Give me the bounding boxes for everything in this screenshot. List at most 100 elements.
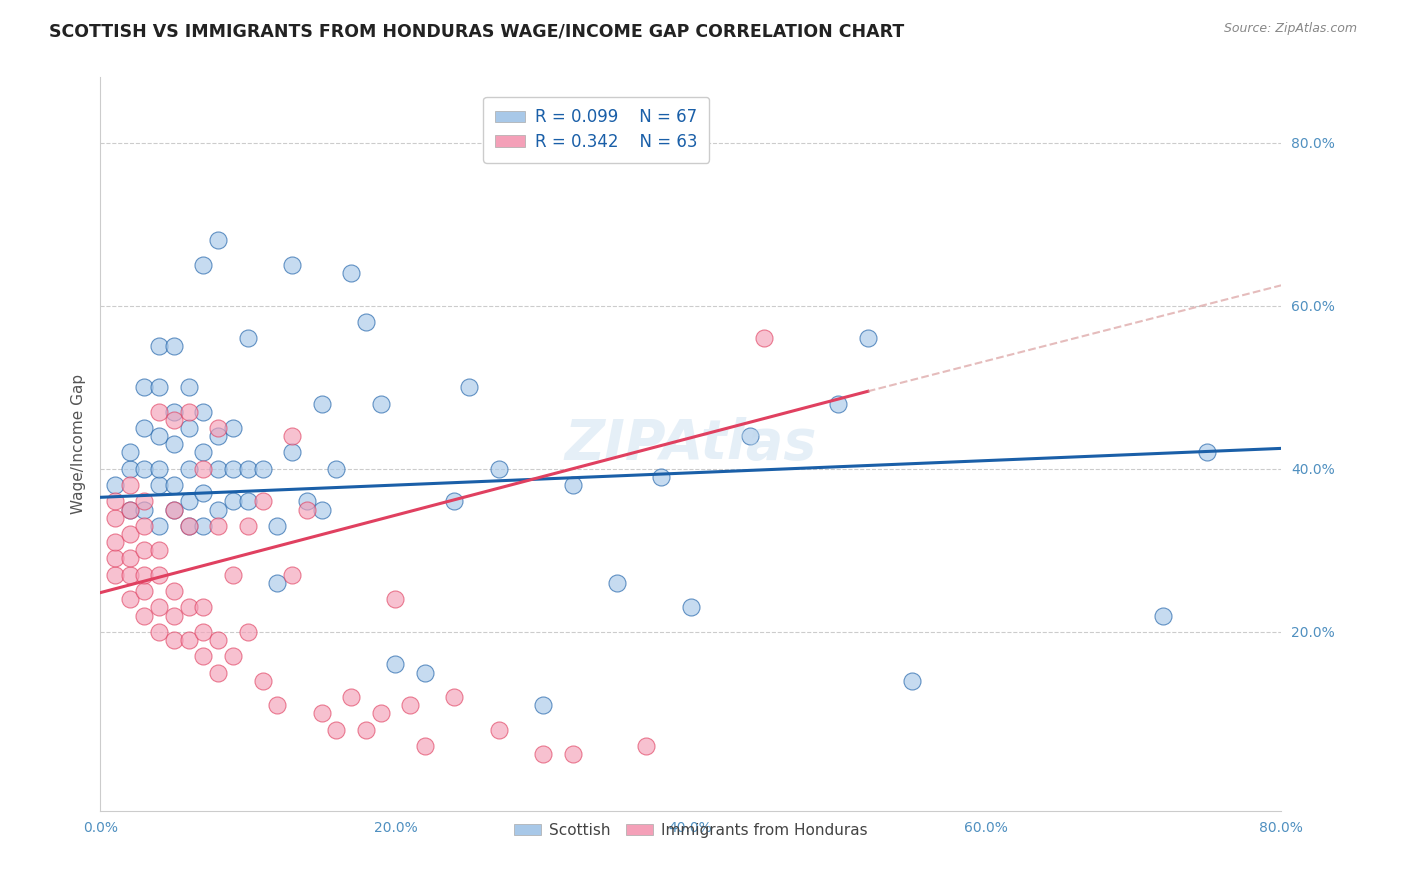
Point	[193, 600, 215, 615]
Point	[177, 632, 200, 647]
Point	[266, 575, 288, 590]
Point	[222, 421, 245, 435]
Point	[134, 519, 156, 533]
Point	[207, 234, 229, 248]
Point	[413, 739, 436, 753]
Point	[148, 624, 170, 639]
Point	[134, 608, 156, 623]
Point	[104, 478, 127, 492]
Point	[163, 339, 186, 353]
Point	[252, 462, 274, 476]
Point	[236, 624, 259, 639]
Point	[222, 567, 245, 582]
Point	[325, 462, 347, 476]
Point	[148, 429, 170, 443]
Point	[222, 649, 245, 664]
Point	[650, 470, 672, 484]
Text: ZIPAtlas: ZIPAtlas	[564, 417, 817, 471]
Point	[177, 519, 200, 533]
Point	[399, 698, 422, 713]
Point	[754, 331, 776, 345]
Point	[163, 584, 186, 599]
Point	[738, 429, 761, 443]
Point	[311, 706, 333, 721]
Point	[104, 535, 127, 549]
Point	[118, 551, 141, 566]
Point	[134, 494, 156, 508]
Point	[340, 266, 363, 280]
Point	[340, 690, 363, 704]
Point	[325, 723, 347, 737]
Point	[134, 462, 156, 476]
Point	[163, 413, 186, 427]
Point	[177, 380, 200, 394]
Point	[134, 567, 156, 582]
Point	[148, 543, 170, 558]
Point	[236, 519, 259, 533]
Point	[193, 405, 215, 419]
Point	[163, 478, 186, 492]
Point	[281, 429, 304, 443]
Point	[207, 462, 229, 476]
Point	[679, 600, 702, 615]
Legend: Scottish, Immigrants from Honduras: Scottish, Immigrants from Honduras	[508, 817, 873, 844]
Point	[311, 396, 333, 410]
Point	[163, 437, 186, 451]
Point	[856, 331, 879, 345]
Point	[118, 445, 141, 459]
Point	[163, 502, 186, 516]
Point	[163, 502, 186, 516]
Point	[104, 567, 127, 582]
Point	[413, 665, 436, 680]
Point	[561, 747, 583, 761]
Point	[295, 502, 318, 516]
Point	[148, 519, 170, 533]
Point	[118, 592, 141, 607]
Point	[104, 494, 127, 508]
Point	[354, 723, 377, 737]
Point	[1197, 445, 1219, 459]
Point	[222, 462, 245, 476]
Point	[606, 575, 628, 590]
Point	[193, 519, 215, 533]
Point	[193, 258, 215, 272]
Point	[134, 584, 156, 599]
Point	[281, 567, 304, 582]
Point	[384, 657, 406, 672]
Point	[177, 405, 200, 419]
Point	[118, 502, 141, 516]
Point	[281, 258, 304, 272]
Point	[134, 543, 156, 558]
Point	[207, 429, 229, 443]
Point	[370, 706, 392, 721]
Y-axis label: Wage/Income Gap: Wage/Income Gap	[72, 375, 86, 515]
Text: Source: ZipAtlas.com: Source: ZipAtlas.com	[1223, 22, 1357, 36]
Point	[311, 502, 333, 516]
Point	[252, 673, 274, 688]
Point	[531, 698, 554, 713]
Point	[118, 567, 141, 582]
Point	[193, 624, 215, 639]
Point	[118, 527, 141, 541]
Point	[177, 494, 200, 508]
Point	[531, 747, 554, 761]
Point	[207, 421, 229, 435]
Point	[118, 502, 141, 516]
Point	[236, 462, 259, 476]
Point	[295, 494, 318, 508]
Point	[207, 632, 229, 647]
Point	[177, 421, 200, 435]
Point	[561, 478, 583, 492]
Point	[827, 396, 849, 410]
Point	[252, 494, 274, 508]
Point	[1152, 608, 1174, 623]
Point	[148, 567, 170, 582]
Point	[104, 510, 127, 524]
Point	[207, 519, 229, 533]
Point	[458, 380, 481, 394]
Point	[148, 380, 170, 394]
Point	[118, 462, 141, 476]
Point	[163, 405, 186, 419]
Point	[236, 494, 259, 508]
Point	[193, 649, 215, 664]
